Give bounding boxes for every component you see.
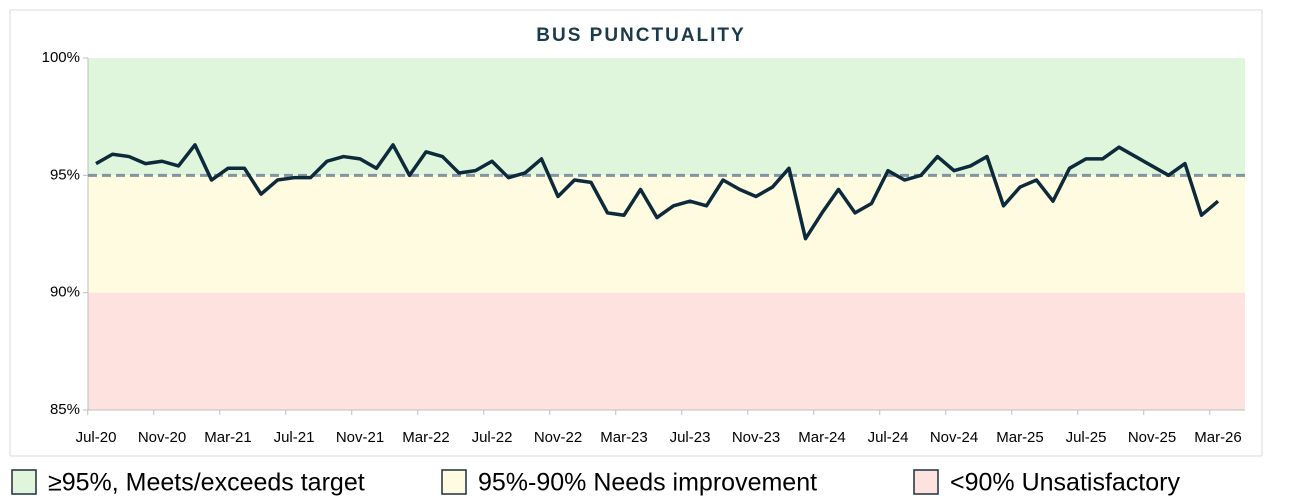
- y-tick-label: 100%: [42, 49, 80, 66]
- x-tick-label: Nov-25: [1128, 429, 1176, 446]
- x-tick-label: Jul-23: [670, 429, 711, 446]
- x-tick-label: Mar-24: [798, 429, 846, 446]
- y-tick-label: 85%: [50, 401, 80, 418]
- x-tick-label: Mar-26: [1194, 429, 1242, 446]
- x-tick-label: Nov-21: [336, 429, 384, 446]
- chart-title: BUS PUNCTUALITY: [536, 25, 745, 46]
- x-tick-label: Mar-22: [402, 429, 450, 446]
- legend-swatch: [913, 469, 939, 495]
- x-tick-label: Jul-24: [868, 429, 909, 446]
- x-tick-label: Jul-25: [1066, 429, 1107, 446]
- x-tick-label: Nov-23: [732, 429, 780, 446]
- x-tick-label: Nov-22: [534, 429, 582, 446]
- x-tick-label: Mar-25: [996, 429, 1044, 446]
- legend-label: 95%-90% Needs improvement: [478, 469, 817, 497]
- band: [88, 292, 1245, 410]
- legend-label: ≥95%, Meets/exceeds target: [48, 469, 365, 497]
- data-line: [95, 143, 1220, 241]
- x-tick-label: Nov-24: [930, 429, 978, 446]
- y-tick-label: 90%: [50, 284, 80, 301]
- legend-label: <90% Unsatisfactory: [950, 469, 1180, 497]
- band: [88, 58, 1245, 176]
- x-tick-label: Mar-23: [600, 429, 648, 446]
- x-tick-label: Nov-20: [138, 429, 186, 446]
- band: [88, 175, 1245, 293]
- y-tick-label: 95%: [50, 166, 80, 183]
- x-tick-label: Jul-20: [76, 429, 117, 446]
- legend-swatch: [11, 469, 37, 495]
- legend-swatch: [441, 469, 467, 495]
- x-tick-label: Jul-21: [274, 429, 315, 446]
- x-tick-label: Mar-21: [204, 429, 252, 446]
- x-tick-label: Jul-22: [472, 429, 513, 446]
